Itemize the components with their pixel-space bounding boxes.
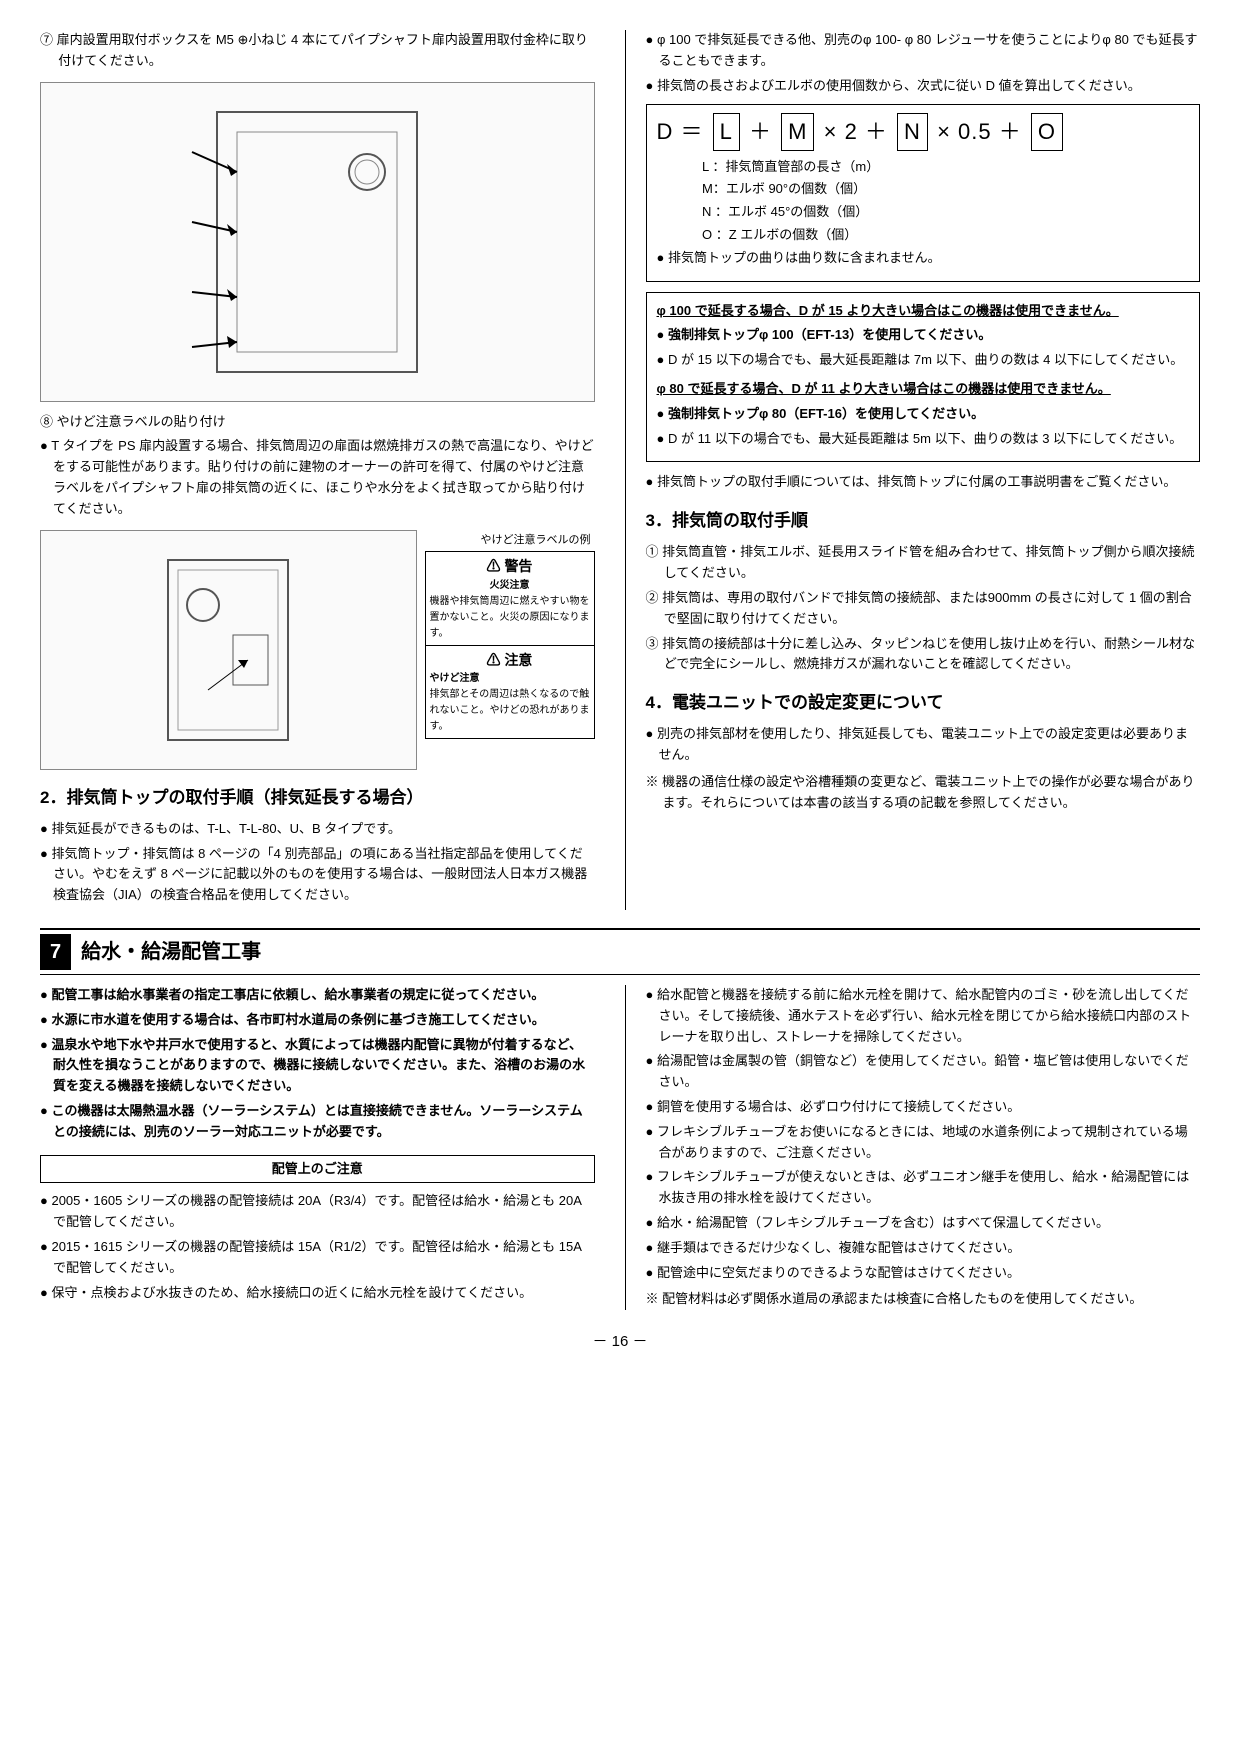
h3-s2: ② 排気筒は、専用の取付バンドで排気筒の接続部、または900mm の長さに対して… — [646, 588, 1201, 630]
formula-box: D ＝ L ＋ M × 2 ＋ N × 0.5 ＋ O L ：排気筒直管部の長さ… — [646, 104, 1201, 281]
formula-note-list: 排気筒トップの曲りは曲り数に含まれません。 — [657, 248, 1190, 269]
formula-L: L — [713, 113, 740, 150]
formula-N: N — [897, 113, 928, 150]
wb1-b1: 強制排気トップφ 100（EFT-13）を使用してください。 — [670, 325, 1190, 346]
upper-left-col: ⑦ 扉内設置用取付ボックスを M5 ⊕小ねじ 4 本にてパイプシャフト扉内設置用… — [40, 30, 595, 910]
sec7-r-b3: 銅管を使用する場合は、必ずロウ付けにて接続してください。 — [659, 1097, 1201, 1118]
formula-M: M — [781, 113, 814, 150]
sec7-r-b8: 配管途中に空気だまりのできるような配管はさけてください。 — [659, 1263, 1201, 1284]
right-top-b1: φ 100 で排気延長できる他、別売のφ 100- φ 80 レジューサを使うこ… — [659, 30, 1201, 72]
sec7-l-b1: 配管工事は給水事業者の指定工事店に依頼し、給水事業者の規定に従ってください。 — [53, 985, 595, 1006]
step-8: ⑧ やけど注意ラベルの貼り付け — [40, 412, 595, 433]
label-warn1-body: 機器や排気筒周辺に燃えやすい物を置かないこと。火災の原因になります。 — [430, 594, 590, 642]
section-7-num: 7 — [40, 934, 71, 970]
h3-s3: ③ 排気筒の接続部は十分に差し込み、タッピンねじを使用し抜け止めを行い、耐熱シー… — [646, 634, 1201, 676]
label-diagram-row: やけど注意ラベルの例 警告 火災注意 機器や排気筒周辺に燃えやすい物を置かないこ… — [40, 530, 595, 770]
wb2-head: φ 80 で延長する場合、D が 11 より大きい場合はこの機器は使用できません… — [657, 379, 1190, 400]
mounting-box-svg — [187, 102, 447, 382]
step-7: ⑦ 扉内設置用取付ボックスを M5 ⊕小ねじ 4 本にてパイプシャフト扉内設置用… — [40, 30, 595, 72]
h2a-list: 排気延長ができるものは、T-L、T-L-80、U、B タイプです。 排気筒トップ… — [40, 819, 595, 906]
formula-plus1: ＋ — [749, 119, 772, 144]
label-warn2-head: 注意 — [430, 649, 590, 671]
heading-3: 3．排気筒の取付手順 — [646, 507, 1201, 534]
label-caption: やけど注意ラベルの例 — [425, 530, 595, 552]
door-label-svg — [158, 550, 298, 750]
label-panel-diagram — [40, 530, 417, 770]
wb1-b2: D が 15 以下の場合でも、最大延長距離は 7m 以下、曲りの数は 4 以下に… — [670, 350, 1190, 371]
warn-box: φ 100 で延長する場合、D が 15 より大きい場合はこの機器は使用できませ… — [646, 292, 1201, 463]
sec7-r-note: 配管材料は必ず関係水道局の承認または検査に合格したものを使用してください。 — [646, 1289, 1201, 1310]
sec7-sub-list: 2005・1605 シリーズの機器の配管接続は 20A（R3/4）です。配管径は… — [40, 1191, 595, 1303]
sec7-r-b4: フレキシブルチューブをお使いになるときには、地域の水道条例によって規制されている… — [659, 1122, 1201, 1164]
step-8-bullet: T タイプを PS 扉内設置する場合、排気筒周辺の扉面は燃焼排ガスの熱で高温にな… — [53, 436, 595, 519]
heading-2: 2．排気筒トップの取付手順（排気延長する場合） — [40, 784, 595, 811]
upper-right-col: φ 100 で排気延長できる他、別売のφ 100- φ 80 レジューサを使うこ… — [625, 30, 1201, 910]
section-7-bar: 7 給水・給湯配管工事 — [40, 928, 1200, 975]
h2a-b1: 排気延長ができるものは、T-L、T-L-80、U、B タイプです。 — [53, 819, 595, 840]
sec7-right-col: 給水配管と機器を接続する前に給水元栓を開けて、給水配管内のゴミ・砂を流し出してく… — [625, 985, 1201, 1310]
leg-M: M：エルボ 90°の個数（個） — [702, 179, 1189, 200]
sec7-columns: 配管工事は給水事業者の指定工事店に依頼し、給水事業者の規定に従ってください。 水… — [40, 985, 1200, 1310]
formula-D: D ＝ — [657, 119, 704, 144]
sec7-r-b2: 給湯配管は金属製の管（銅管など）を使用してください。鉛管・塩ビ管は使用しないでく… — [659, 1051, 1201, 1093]
label-warn1-sub: 火災注意 — [430, 578, 590, 594]
wb1-list: 強制排気トップφ 100（EFT-13）を使用してください。 D が 15 以下… — [657, 325, 1190, 371]
label-warn2-body: 排気部とその周辺は熱くなるので触れないこと。やけどの恐れがあります。 — [430, 687, 590, 735]
h4-b1: 別売の排気部材を使用したり、排気延長しても、電装ユニット上での設定変更は必要あり… — [659, 724, 1201, 766]
step-8-list: T タイプを PS 扉内設置する場合、排気筒周辺の扉面は燃焼排ガスの熱で高温にな… — [40, 436, 595, 519]
label-warn1-head: 警告 — [430, 555, 590, 577]
label-warn2-sub: やけど注意 — [430, 671, 590, 687]
sec7-r-b5: フレキシブルチューブが使えないときは、必ずユニオン継手を使用し、給水・給湯配管に… — [659, 1167, 1201, 1209]
sec7-r-b7: 継手類はできるだけ少なくし、複雑な配管はさけてください。 — [659, 1238, 1201, 1259]
diagram-mounting-box — [40, 82, 595, 402]
sec7-l-b3: 温泉水や地下水や井戸水で使用すると、水質によっては機器内配管に異物が付着するなど… — [53, 1035, 595, 1097]
wb2-b1: 強制排気トップφ 80（EFT-16）を使用してください。 — [670, 404, 1190, 425]
label-warn1: 警告 火災注意 機器や排気筒周辺に燃えやすい物を置かないこと。火災の原因になりま… — [426, 552, 594, 644]
h3-s1: ① 排気筒直管・排気エルボ、延長用スライド管を組み合わせて、排気筒トップ側から順… — [646, 542, 1201, 584]
sec7-sub-b1: 2005・1605 シリーズの機器の配管接続は 20A（R3/4）です。配管径は… — [53, 1191, 595, 1233]
sec7-right-list: 給水配管と機器を接続する前に給水元栓を開けて、給水配管内のゴミ・砂を流し出してく… — [646, 985, 1201, 1283]
sec7-r-b6: 給水・給湯配管（フレキシブルチューブを含む）はすべて保温してください。 — [659, 1213, 1201, 1234]
formula-O: O — [1031, 113, 1063, 150]
label-example-box: 警告 火災注意 機器や排気筒周辺に燃えやすい物を置かないこと。火災の原因になりま… — [425, 551, 595, 739]
heading-4: 4．電装ユニットでの設定変更について — [646, 689, 1201, 716]
after-warn-list: 排気筒トップの取付手順については、排気筒トップに付属の工事説明書をご覧ください。 — [646, 472, 1201, 493]
sec7-sub-title: 配管上のご注意 — [40, 1155, 595, 1184]
wb2-list: 強制排気トップφ 80（EFT-16）を使用してください。 D が 11 以下の… — [657, 404, 1190, 450]
section-7-title: 給水・給湯配管工事 — [81, 936, 261, 968]
sec7-r-b1: 給水配管と機器を接続する前に給水元栓を開けて、給水配管内のゴミ・砂を流し出してく… — [659, 985, 1201, 1047]
sec7-l-b2: 水源に市水道を使用する場合は、各市町村水道局の条例に基づき施工してください。 — [53, 1010, 595, 1031]
formula: D ＝ L ＋ M × 2 ＋ N × 0.5 ＋ O — [657, 113, 1190, 150]
right-top-b2: 排気筒の長さおよびエルボの使用個数から、次式に従い D 値を算出してください。 — [659, 76, 1201, 97]
formula-note: 排気筒トップの曲りは曲り数に含まれません。 — [670, 248, 1190, 269]
leg-L: L ：排気筒直管部の長さ（m） — [702, 157, 1189, 178]
wb2-b2: D が 11 以下の場合でも、最大延長距離は 5m 以下、曲りの数は 3 以下に… — [670, 429, 1190, 450]
sec7-sub-b3: 保守・点検および水抜きのため、給水接続口の近くに給水元栓を設けてください。 — [53, 1283, 595, 1304]
page-number: － 16 － — [40, 1330, 1200, 1354]
formula-x2: × 2 ＋ — [824, 119, 888, 144]
sec7-sub-b2: 2015・1615 シリーズの機器の配管接続は 15A（R1/2）です。配管径は… — [53, 1237, 595, 1279]
sec7-l-b4: この機器は太陽熱温水器（ソーラーシステム）とは直接接続できません。ソーラーシステ… — [53, 1101, 595, 1143]
sec7-left-col: 配管工事は給水事業者の指定工事店に依頼し、給水事業者の規定に従ってください。 水… — [40, 985, 595, 1310]
h4-list: 別売の排気部材を使用したり、排気延長しても、電装ユニット上での設定変更は必要あり… — [646, 724, 1201, 766]
h4-note: 機器の通信仕様の設定や浴槽種類の変更など、電装ユニット上での操作が必要な場合があ… — [646, 772, 1201, 814]
sec7-left-list: 配管工事は給水事業者の指定工事店に依頼し、給水事業者の規定に従ってください。 水… — [40, 985, 595, 1143]
leg-N: N ：エルボ 45°の個数（個） — [702, 202, 1189, 223]
formula-legend: L ：排気筒直管部の長さ（m） M：エルボ 90°の個数（個） N ：エルボ 4… — [657, 157, 1190, 246]
wb1-head: φ 100 で延長する場合、D が 15 より大きい場合はこの機器は使用できませ… — [657, 301, 1190, 322]
leg-O: O ：Z エルボの個数（個） — [702, 225, 1189, 246]
right-top-list: φ 100 で排気延長できる他、別売のφ 100- φ 80 レジューサを使うこ… — [646, 30, 1201, 96]
label-warn2: 注意 やけど注意 排気部とその周辺は熱くなるので触れないこと。やけどの恐れがあり… — [426, 645, 594, 738]
formula-x05: × 0.5 ＋ — [937, 119, 1022, 144]
label-example-wrap: やけど注意ラベルの例 警告 火災注意 機器や排気筒周辺に燃えやすい物を置かないこ… — [425, 530, 595, 770]
upper-columns: ⑦ 扉内設置用取付ボックスを M5 ⊕小ねじ 4 本にてパイプシャフト扉内設置用… — [40, 30, 1200, 910]
after-b1: 排気筒トップの取付手順については、排気筒トップに付属の工事説明書をご覧ください。 — [659, 472, 1201, 493]
h2a-b2: 排気筒トップ・排気筒は 8 ページの「4 別売部品」の項にある当社指定部品を使用… — [53, 844, 595, 906]
